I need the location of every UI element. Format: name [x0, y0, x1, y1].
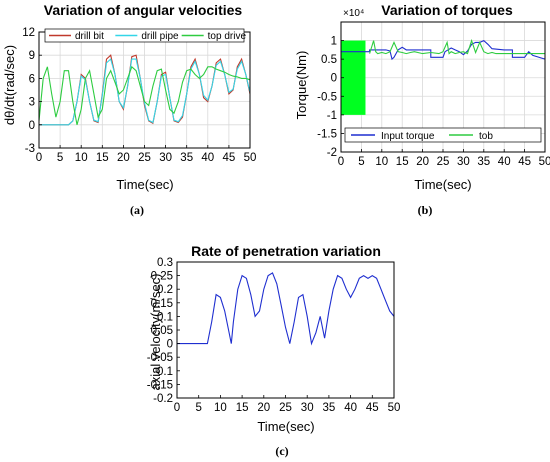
- series-line-3: [38, 65, 251, 125]
- chart-b-ylabel: Torque(Nm): [294, 51, 309, 120]
- x-tick-label: 50: [244, 152, 257, 164]
- panel-rate-of-penetration: Rate of penetration variation Time(sec) …: [147, 243, 401, 458]
- y-tick-label: 12: [22, 27, 35, 39]
- y-tick-label: -0.05: [147, 352, 173, 364]
- x-tick-label: 30: [159, 152, 172, 164]
- chart-c-ylabel: axial velocity(m/sec): [148, 273, 163, 390]
- chart-b-multiplier: ×10⁴: [343, 8, 364, 19]
- x-tick-label: 0: [174, 402, 180, 414]
- chart-b-title: Variation of torques: [381, 2, 513, 18]
- y-tick-label: 1: [331, 36, 337, 48]
- x-tick-label: 15: [96, 152, 109, 164]
- x-tick-label: 10: [75, 152, 88, 164]
- panel-angular-velocities: Variation of angular velocities Time(sec…: [2, 2, 256, 217]
- x-tick-label: 45: [223, 152, 236, 164]
- y-tick-label: -0.1: [153, 366, 173, 378]
- x-tick-label: 5: [358, 156, 364, 168]
- chart-b-xlabel: Time(sec): [414, 177, 471, 192]
- x-tick-label: 15: [396, 156, 409, 168]
- x-tick-label: 10: [214, 402, 227, 414]
- x-tick-label: 35: [477, 156, 490, 168]
- series-line-2: [39, 58, 251, 126]
- y-tick-label: 0.5: [321, 54, 337, 66]
- x-tick-label: 10: [375, 156, 388, 168]
- series-line-2: [369, 38, 545, 55]
- y-tick-label: -0.15: [147, 379, 173, 391]
- chart-a-xlabel: Time(sec): [116, 177, 173, 192]
- x-tick-label: 25: [437, 156, 450, 168]
- x-tick-label: 35: [180, 152, 193, 164]
- series-line-1: [341, 39, 546, 61]
- y-tick-label: 0.1: [157, 311, 173, 323]
- chart-b-caption: (b): [418, 203, 433, 217]
- y-tick-label: 0: [29, 120, 35, 132]
- y-tick-label: 0.25: [151, 271, 173, 283]
- y-tick-label: 0.3: [157, 257, 173, 269]
- chart-c-title: Rate of penetration variation: [191, 243, 381, 259]
- x-tick-label: 0: [338, 156, 344, 168]
- x-tick-label: 20: [117, 152, 130, 164]
- x-tick-label: 30: [301, 402, 314, 414]
- x-tick-label: 20: [416, 156, 429, 168]
- x-tick-label: 25: [138, 152, 151, 164]
- y-tick-label: -1.5: [317, 128, 337, 140]
- filled-region: [341, 40, 366, 115]
- x-tick-label: 15: [236, 402, 249, 414]
- y-tick-label: -2: [327, 147, 337, 159]
- y-tick-label: 0.2: [157, 284, 173, 296]
- y-tick-label: 9: [29, 50, 35, 62]
- x-tick-label: 5: [195, 402, 201, 414]
- y-tick-label: 0.05: [151, 325, 173, 337]
- chart-a-title: Variation of angular velocities: [44, 2, 243, 18]
- y-tick-label: -0.5: [317, 91, 337, 103]
- legend-label: drill bit: [75, 31, 104, 42]
- x-tick-label: 40: [498, 156, 511, 168]
- y-tick-label: 6: [29, 73, 35, 85]
- x-tick-label: 45: [518, 156, 531, 168]
- legend-box: [344, 127, 542, 143]
- legend-label: Input torque: [381, 131, 435, 142]
- legend-box: [44, 28, 245, 43]
- panel-torques: Variation of torques ×10⁴ Time(sec) Torq…: [294, 2, 550, 217]
- x-tick-label: 40: [344, 402, 357, 414]
- chart-c-caption: (c): [275, 444, 288, 458]
- y-tick-label: 0.15: [151, 298, 173, 310]
- chart-a-ylabel: dθ/dt(rad/sec): [2, 45, 17, 125]
- x-tick-label: 0: [36, 152, 42, 164]
- chart-c-xlabel: Time(sec): [257, 419, 314, 434]
- x-tick-label: 50: [539, 156, 550, 168]
- series-line-1: [177, 272, 395, 346]
- chart-a-caption: (a): [130, 203, 144, 217]
- y-tick-label: 0: [167, 339, 173, 351]
- y-tick-label: 3: [29, 97, 35, 109]
- y-tick-label: -3: [25, 143, 35, 155]
- x-tick-label: 40: [201, 152, 214, 164]
- y-tick-label: -1: [327, 110, 337, 122]
- legend-label: drill pipe: [141, 31, 179, 42]
- x-tick-label: 20: [257, 402, 270, 414]
- x-tick-label: 25: [279, 402, 292, 414]
- x-tick-label: 30: [457, 156, 470, 168]
- x-tick-label: 5: [57, 152, 63, 164]
- x-tick-label: 50: [388, 402, 401, 414]
- x-tick-label: 45: [366, 402, 379, 414]
- plot-area: [177, 262, 394, 398]
- y-tick-label: 0: [331, 73, 337, 85]
- legend-label: tob: [479, 131, 493, 142]
- y-tick-label: -0.2: [153, 393, 173, 405]
- legend-label: top drive: [208, 31, 247, 42]
- x-tick-label: 35: [323, 402, 336, 414]
